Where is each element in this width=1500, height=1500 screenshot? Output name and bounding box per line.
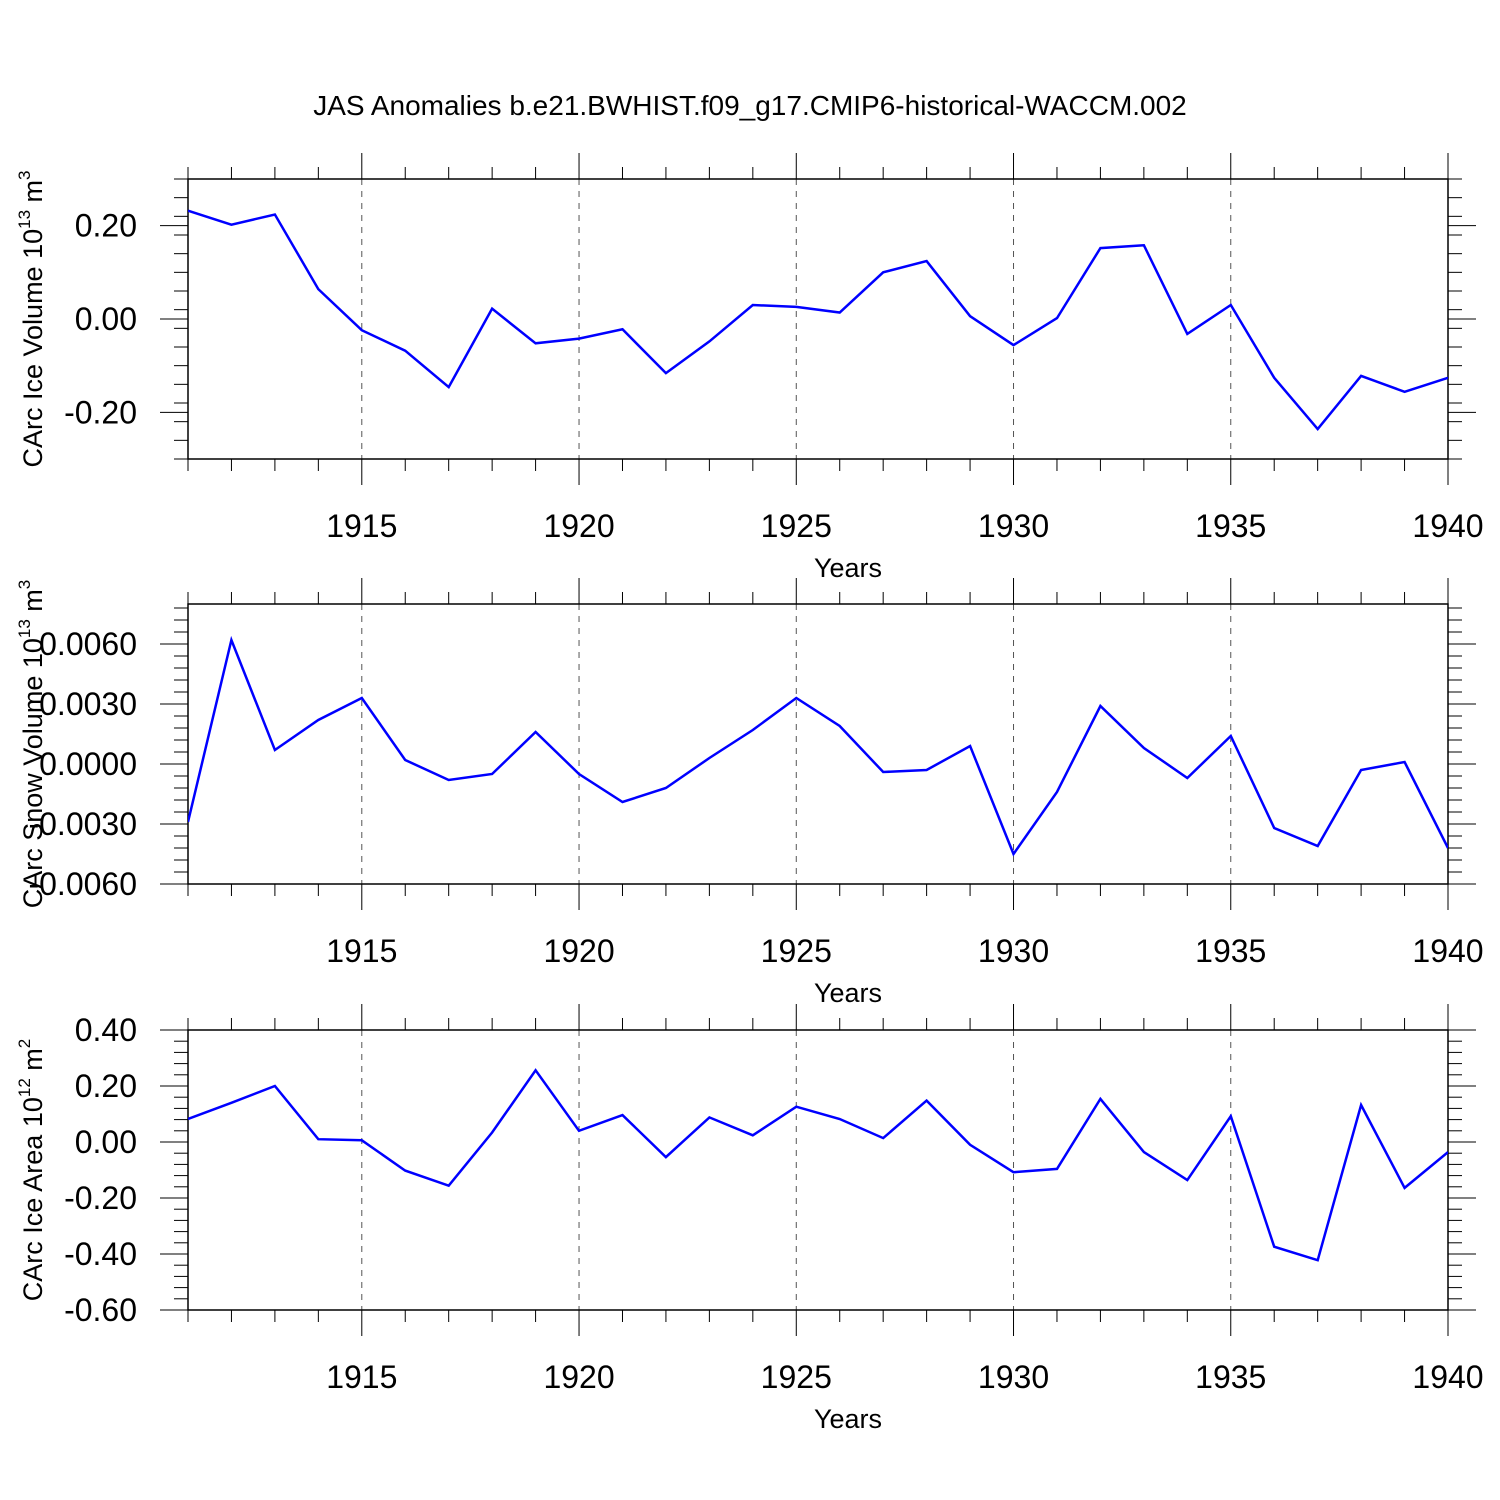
y-tick-label: -0.20 bbox=[64, 394, 137, 430]
chart-panels: 1915 1920 1925 1930 1935 1940 Years 0.20 0.00 -0.… bbox=[15, 153, 1484, 1434]
y-axis-label: CArc Ice Volume 1013 m3 bbox=[15, 170, 48, 467]
y-tick-label: 0.20 bbox=[75, 1068, 137, 1104]
x-axis-label: Years bbox=[814, 553, 882, 583]
x-tick-label: 1925 bbox=[761, 1359, 832, 1395]
x-tick-label: 1935 bbox=[1195, 508, 1266, 544]
plot-frame bbox=[187, 1029, 1449, 1311]
y-tick-label: -0.20 bbox=[64, 1180, 137, 1216]
x-tick-label: 1940 bbox=[1412, 508, 1483, 544]
y-axis-label: CArc Ice Area 1012 m2 bbox=[15, 1039, 48, 1302]
x-tick-label: 1940 bbox=[1412, 933, 1483, 969]
plot-frame bbox=[187, 178, 1449, 460]
x-tick-label: 1935 bbox=[1195, 1359, 1266, 1395]
panel-2: 1915 1920 1925 1930 1935 1940 Years 0.0060 0.003… bbox=[15, 578, 1484, 1008]
series-line bbox=[188, 1068, 1448, 1262]
x-tick-label: 1940 bbox=[1412, 1359, 1483, 1395]
y-axis-label: CArc Snow Volume 1013 m3 bbox=[15, 580, 48, 909]
y-tick-label: -0.60 bbox=[64, 1292, 137, 1328]
y-tick-label: 0.0030 bbox=[39, 686, 137, 722]
x-tick-label: 1935 bbox=[1195, 933, 1266, 969]
figure-title: JAS Anomalies b.e21.BWHIST.f09_g17.CMIP6… bbox=[313, 90, 1187, 121]
x-tick-label: 1925 bbox=[761, 508, 832, 544]
y-tick-label: -0.40 bbox=[64, 1236, 137, 1272]
series-line bbox=[188, 635, 1448, 857]
x-tick-label: 1915 bbox=[326, 1359, 397, 1395]
x-tick-label: 1915 bbox=[326, 933, 397, 969]
y-tick-label: 0.0060 bbox=[39, 626, 137, 662]
x-tick-label: 1915 bbox=[326, 508, 397, 544]
x-tick-label: 1930 bbox=[978, 933, 1049, 969]
x-tick-label: 1925 bbox=[761, 933, 832, 969]
x-axis-label: Years bbox=[814, 1404, 882, 1434]
y-tick-label: 0.00 bbox=[75, 1124, 137, 1160]
x-tick-label: 1920 bbox=[543, 1359, 614, 1395]
panel-3: 1915 1920 1925 1930 1935 1940 Years 0.40 0.20 0.0… bbox=[15, 1004, 1484, 1434]
x-tick-label: 1930 bbox=[978, 508, 1049, 544]
x-tick-label: 1920 bbox=[543, 508, 614, 544]
y-tick-label: 0.0000 bbox=[39, 746, 137, 782]
series-line bbox=[188, 209, 1448, 432]
panel-1: 1915 1920 1925 1930 1935 1940 Years 0.20 0.00 -0.… bbox=[15, 153, 1484, 583]
y-tick-label: 0.00 bbox=[75, 301, 137, 337]
x-tick-label: 1920 bbox=[543, 933, 614, 969]
x-axis-label: Years bbox=[814, 978, 882, 1008]
plot-frame bbox=[187, 603, 1449, 885]
y-tick-label: 0.40 bbox=[75, 1012, 137, 1048]
y-tick-label: -0.0030 bbox=[28, 806, 137, 842]
y-tick-label: -0.0060 bbox=[28, 866, 137, 902]
y-tick-label: 0.20 bbox=[75, 208, 137, 244]
x-tick-label: 1930 bbox=[978, 1359, 1049, 1395]
